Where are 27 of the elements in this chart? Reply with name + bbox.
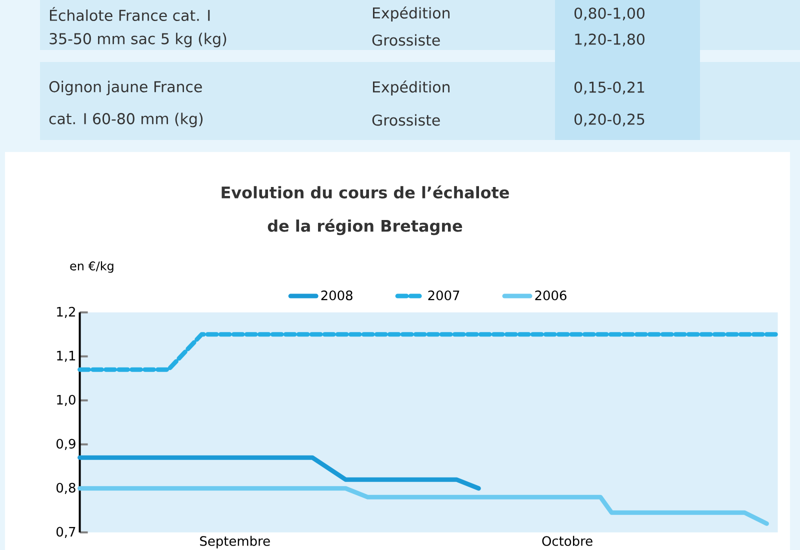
text: Échalote France cat. I: [50, 6, 210, 22]
legend-label: 2006: [535, 290, 566, 300]
line-series: [78, 486, 769, 526]
legend-label: 2007: [428, 290, 460, 300]
text: 35-50 mm sac 5 kg (kg): [50, 32, 226, 48]
x-tick-label: Octobre: [542, 536, 592, 546]
y-tick-label: 0,7: [56, 526, 76, 538]
chart-subtitle: de la région Bretagne: [268, 218, 462, 236]
text: 1,20-1,80: [575, 34, 644, 46]
text: 0,80-1,00: [574, 8, 644, 20]
legend-label: 2008: [321, 290, 352, 300]
y-axis-title: en €/kg: [70, 261, 114, 273]
text: 0,20-0,25: [574, 114, 644, 126]
y-tick-label: 1,1: [57, 350, 76, 362]
y-tick-label: 0,8: [56, 482, 76, 494]
text: cat. I 60-80 mm (kg): [49, 112, 203, 128]
y-tick-label: 1,0: [57, 394, 76, 406]
y-tick-label: 0,9: [56, 438, 76, 450]
x-tick-label: Septembre: [200, 536, 270, 548]
text: Grossiste: [372, 114, 440, 126]
text: Oignon jaune France: [49, 80, 202, 96]
chart-title: Evolution du cours de l’échalote: [222, 186, 509, 198]
text: 0,15-0,21: [574, 82, 644, 94]
y-tick-label: 1,2: [57, 306, 75, 318]
text: Grossiste: [372, 34, 440, 46]
text: Expédition: [372, 6, 450, 22]
text: Expédition: [372, 80, 450, 96]
